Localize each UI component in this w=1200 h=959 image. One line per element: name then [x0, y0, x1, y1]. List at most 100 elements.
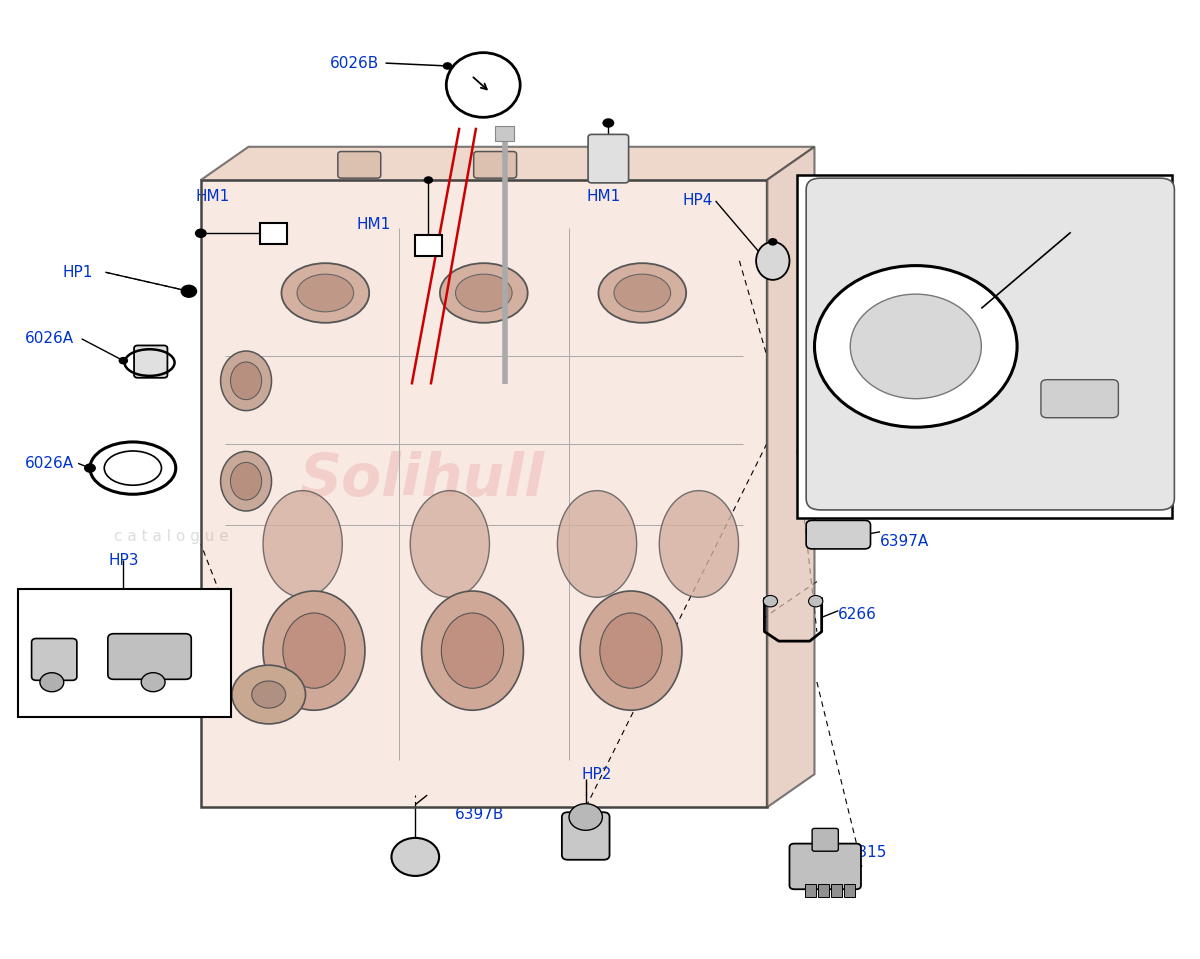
Text: HP4: HP4 [683, 194, 713, 208]
FancyBboxPatch shape [31, 639, 77, 680]
Bar [992, 335, 1019, 353]
Bar [809, 459, 835, 478]
Bar [835, 406, 860, 424]
Text: Solihull: Solihull [299, 451, 544, 508]
Text: HP3: HP3 [108, 552, 138, 568]
Circle shape [763, 596, 778, 607]
FancyBboxPatch shape [134, 345, 168, 378]
Text: HS1: HS1 [18, 667, 49, 682]
Bar [809, 353, 835, 370]
FancyBboxPatch shape [806, 521, 870, 549]
Text: HM1: HM1 [587, 189, 620, 203]
Bar [805, 883, 816, 897]
Ellipse shape [614, 274, 671, 312]
Circle shape [569, 804, 602, 830]
Bar [940, 442, 966, 459]
Text: 6397A: 6397A [880, 534, 929, 549]
Ellipse shape [442, 613, 504, 689]
Text: HM1: HM1 [356, 218, 391, 232]
Circle shape [602, 118, 614, 128]
FancyBboxPatch shape [1130, 217, 1166, 259]
Bar [913, 424, 940, 442]
Bar [809, 388, 835, 406]
Ellipse shape [580, 591, 682, 711]
FancyBboxPatch shape [108, 634, 191, 679]
Text: HR1: HR1 [157, 676, 190, 691]
Bar [887, 478, 913, 495]
FancyBboxPatch shape [806, 178, 1175, 510]
Circle shape [809, 596, 823, 607]
Ellipse shape [456, 274, 512, 312]
Bar [1019, 353, 1044, 370]
Text: HP2: HP2 [581, 766, 612, 782]
Bar [1019, 424, 1044, 442]
Bar [913, 388, 940, 406]
Circle shape [84, 463, 96, 473]
Bar [913, 353, 940, 370]
Circle shape [119, 357, 128, 364]
Bar [835, 442, 860, 459]
Circle shape [194, 228, 206, 238]
FancyBboxPatch shape [1040, 380, 1118, 418]
Bar [966, 495, 992, 513]
Bar [496, 126, 514, 141]
Bar [966, 388, 992, 406]
Polygon shape [767, 147, 815, 807]
Bar [992, 442, 1019, 459]
Polygon shape [200, 147, 815, 180]
Bar [913, 459, 940, 478]
Circle shape [768, 238, 778, 246]
Bar [940, 406, 966, 424]
Bar [940, 335, 966, 353]
FancyBboxPatch shape [200, 180, 767, 807]
Bar [992, 370, 1019, 388]
Text: HM1: HM1 [196, 189, 230, 203]
Circle shape [851, 294, 982, 399]
Bar [992, 406, 1019, 424]
Bar [860, 353, 887, 370]
FancyBboxPatch shape [588, 134, 629, 183]
Bar [818, 883, 829, 897]
Bar [887, 370, 913, 388]
Bar [860, 424, 887, 442]
Bar [1019, 388, 1044, 406]
Circle shape [1144, 196, 1153, 203]
Bar [260, 222, 287, 244]
Bar [415, 235, 442, 256]
Ellipse shape [600, 613, 662, 689]
FancyBboxPatch shape [790, 844, 860, 889]
Ellipse shape [756, 242, 790, 280]
Ellipse shape [421, 591, 523, 711]
Ellipse shape [659, 491, 738, 597]
Bar [200, 180, 767, 807]
Circle shape [252, 681, 286, 708]
Bar [18, 589, 230, 717]
Ellipse shape [221, 351, 271, 410]
Bar [887, 442, 913, 459]
FancyBboxPatch shape [562, 812, 610, 860]
Bar [887, 335, 913, 353]
Text: c a t a l o g u e: c a t a l o g u e [114, 529, 228, 544]
Circle shape [180, 285, 197, 298]
Ellipse shape [599, 263, 686, 323]
Circle shape [40, 672, 64, 691]
Circle shape [443, 62, 452, 70]
Text: HS2: HS2 [1123, 177, 1154, 193]
Bar [832, 883, 842, 897]
Text: 6026A: 6026A [25, 456, 74, 471]
Ellipse shape [557, 491, 637, 597]
Text: 6266: 6266 [839, 607, 877, 622]
Bar [992, 478, 1019, 495]
Circle shape [232, 666, 306, 724]
Ellipse shape [263, 491, 342, 597]
FancyBboxPatch shape [812, 829, 839, 852]
Text: HP1: HP1 [62, 265, 94, 280]
Bar [887, 406, 913, 424]
Text: 6K301: 6K301 [871, 270, 920, 286]
Ellipse shape [263, 591, 365, 711]
Text: 6397B: 6397B [455, 807, 504, 822]
Bar [860, 495, 887, 513]
Ellipse shape [298, 274, 354, 312]
Ellipse shape [283, 613, 346, 689]
Bar [809, 424, 835, 442]
